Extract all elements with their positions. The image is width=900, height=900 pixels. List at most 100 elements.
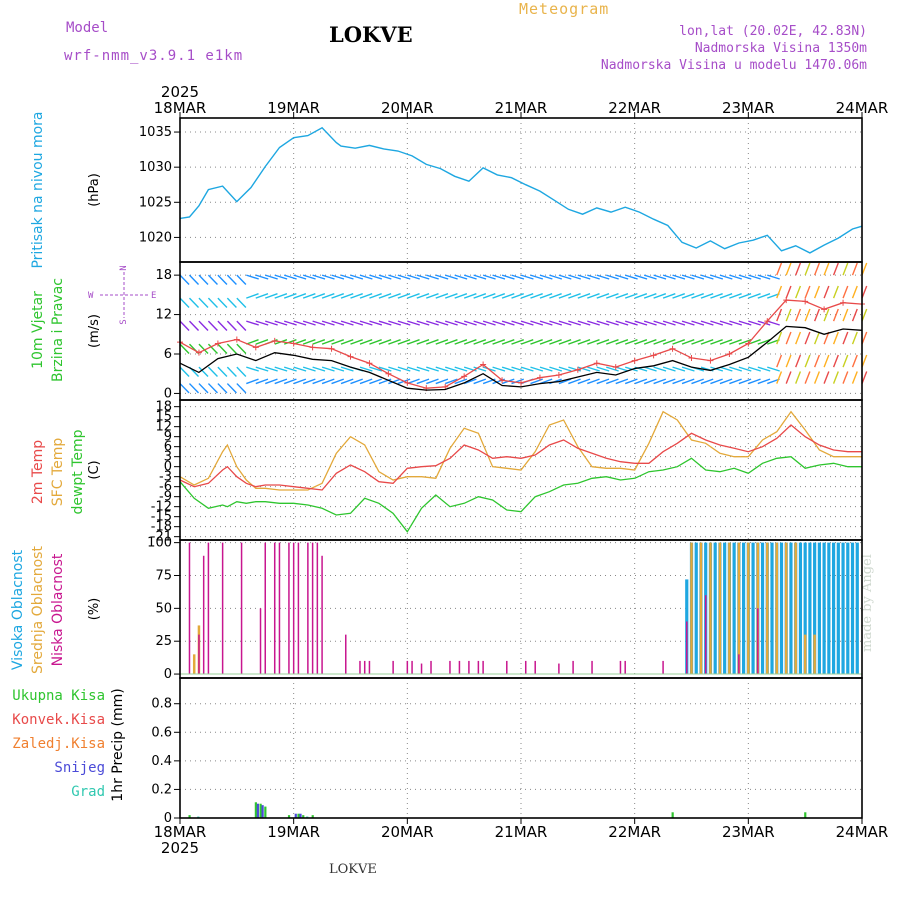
wind-arrow	[226, 274, 237, 285]
wind-ytick-label: 0	[164, 386, 172, 401]
wind-arrow	[549, 293, 562, 299]
wind-arrow	[246, 366, 259, 372]
wind-arrow	[501, 293, 515, 299]
wind-arrow	[283, 320, 297, 326]
wind-arrow	[179, 274, 190, 285]
wind-arrow	[407, 320, 420, 326]
cloud-bar	[813, 634, 816, 675]
wind-arrow	[672, 293, 686, 299]
wind-gust-marker	[707, 357, 714, 364]
cloud-bar	[311, 542, 314, 675]
wind-arrow	[729, 320, 743, 326]
pressure-ytick-label: 1025	[139, 195, 172, 210]
wind-arrow	[587, 293, 600, 299]
wind-arrow	[207, 343, 218, 354]
wind-arrow	[624, 339, 638, 345]
wind-arrow	[681, 320, 695, 326]
wind-arrow	[520, 274, 534, 280]
wind-arrow	[767, 320, 780, 326]
wind-arrow	[473, 378, 487, 385]
wind-gust-marker	[840, 299, 847, 306]
wind-arrow	[530, 320, 544, 326]
wind-arrow	[558, 274, 572, 280]
wind-arrow	[624, 320, 638, 326]
temperature-unit-label: (C)	[87, 460, 102, 479]
wind-arrow	[785, 262, 792, 276]
cloud-bar	[690, 542, 693, 675]
wind-arrow	[549, 320, 563, 326]
wind-arrow	[454, 293, 468, 299]
wind-arrow	[653, 274, 667, 280]
wind-arrow	[397, 293, 411, 299]
wind-arrow	[198, 383, 209, 394]
wind-gust-marker	[745, 340, 752, 347]
wind-arrow	[473, 293, 487, 299]
wind-arrow	[643, 274, 657, 280]
wind-arrow	[539, 274, 553, 280]
wind-arrow	[501, 339, 515, 345]
chart-title: LOKVE	[329, 22, 413, 47]
wind-arrow	[293, 378, 307, 385]
wind-arrow	[738, 320, 752, 326]
wind-arrow	[596, 366, 610, 372]
wind-arrow	[445, 366, 458, 372]
wind-ytick-label: 6	[164, 347, 172, 362]
wind-arrow	[823, 331, 830, 345]
wind-arrow	[388, 378, 401, 385]
wind-arrow	[710, 339, 723, 345]
wind-arrow	[198, 274, 209, 285]
wind-arrow	[293, 320, 307, 326]
wind-arrow	[606, 320, 619, 326]
wind-arrow	[691, 320, 705, 326]
precip-ylabel: 1hr Precip (mm)	[110, 688, 126, 801]
wind-arrow	[662, 366, 676, 372]
cloud-bar	[411, 660, 413, 675]
cloud-bar	[718, 542, 722, 675]
precip-bar	[302, 815, 305, 818]
wind-arrow	[217, 383, 228, 394]
wind-gust-marker	[461, 373, 468, 380]
wind-arrow	[445, 274, 458, 280]
wind-gust-marker	[366, 360, 373, 367]
cloud-bar	[619, 660, 622, 675]
wind-arrow	[350, 378, 363, 385]
wind-arrow	[549, 366, 563, 372]
wind-arrow	[454, 320, 468, 326]
wind-arrow	[255, 320, 269, 326]
top-date-label: 22MAR	[608, 99, 661, 117]
wind-arrow	[416, 339, 430, 345]
wind-ylabel-line1: 10m Vjetar	[30, 291, 46, 369]
cloud-bar	[836, 542, 840, 675]
cloud-bar	[288, 542, 290, 675]
wind-arrow	[463, 339, 477, 345]
wind-arrow	[435, 339, 449, 345]
wind-arrow	[606, 274, 619, 280]
precip-bar	[264, 806, 267, 818]
wind-arrow	[283, 274, 297, 280]
sfctemp-ylabel: SFC Temp	[50, 438, 66, 507]
wind-arrow	[388, 274, 402, 280]
wind-arrow	[359, 378, 373, 385]
wind-arrow	[312, 293, 326, 299]
wind-arrow	[397, 274, 411, 280]
wind-arrow	[795, 285, 802, 299]
wind-gust-marker	[631, 357, 638, 364]
cloud-bar	[188, 542, 191, 675]
wind-arrow	[501, 274, 515, 280]
wind-arrow	[283, 339, 297, 345]
wind-arrow	[813, 371, 821, 384]
top-date-label: 18MAR	[154, 99, 207, 117]
wind-arrow	[587, 366, 600, 372]
wind-arrow	[748, 320, 761, 326]
cloud-bar	[831, 542, 836, 675]
wind-arrow	[842, 285, 849, 299]
compass-south: S	[119, 319, 129, 324]
wind-arrow	[776, 331, 783, 345]
cloud-bar	[482, 660, 484, 675]
wind-arrow	[312, 378, 326, 385]
wind-arrow	[539, 366, 553, 372]
wind-arrow	[482, 293, 496, 299]
wind-ytick-label: 18	[155, 268, 172, 283]
wind-arrow	[700, 339, 714, 345]
cloud-bar	[813, 542, 817, 675]
